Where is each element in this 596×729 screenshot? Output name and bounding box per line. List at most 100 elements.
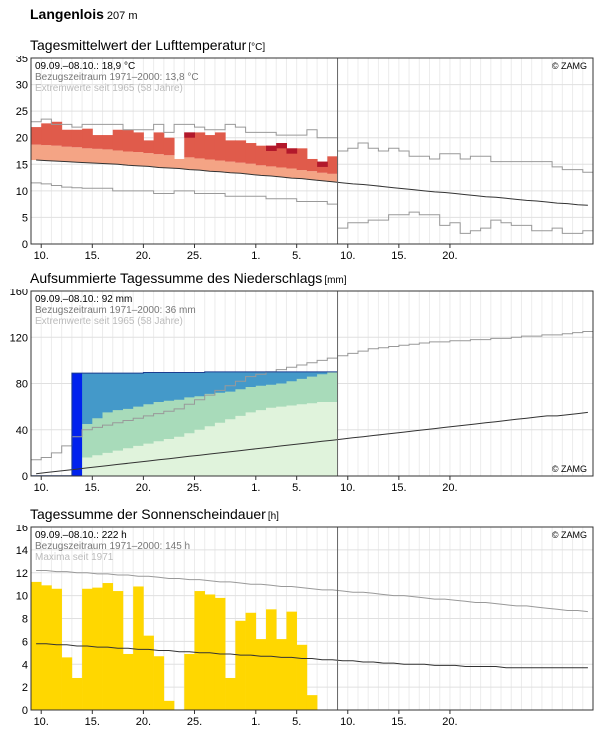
sunshine-bar [276, 639, 287, 710]
temperature-anomaly-strong-bar [112, 129, 124, 151]
copyright-label: © ZAMG [552, 464, 587, 474]
info-reference: Bezugszeitraum 1971–2000: 13,8 °C [35, 72, 199, 83]
precipitation-cumulative-line [31, 371, 338, 477]
temperature-anomaly-strong-bar [102, 135, 114, 150]
sunshine-title-text: Tagessumme der Sonnenscheindauer [30, 506, 266, 522]
x-tick-label: 20. [136, 482, 151, 494]
temperature-anomaly-strong-bar [143, 140, 155, 154]
temperature-anomaly-moderate-bar [235, 162, 247, 174]
sunshine-unit: [h] [267, 511, 279, 522]
temperature-anomaly-moderate-bar [245, 163, 257, 175]
sunshine-bar [71, 677, 83, 710]
x-tick-label: 20. [136, 716, 151, 727]
x-tick-label: 1. [251, 716, 260, 727]
sunshine-bar [51, 588, 62, 710]
y-tick-label: 12 [16, 568, 28, 580]
info-extremes: Extremwerte seit 1965 (58 Jahre) [35, 83, 183, 94]
temperature-anomaly-moderate-bar [153, 154, 165, 168]
x-tick-label: 15. [391, 482, 406, 494]
temperature-anomaly-strong-bar [71, 129, 83, 148]
y-tick-label: 2 [22, 682, 28, 694]
x-tick-label: 15. [391, 716, 406, 727]
sunshine-bar [235, 620, 246, 710]
sunshine-bar [245, 612, 257, 710]
temperature-anomaly-strong-bar [51, 121, 63, 146]
y-tick-label: 30 [16, 80, 28, 92]
temperature-anomaly-moderate-bar [286, 168, 298, 179]
temperature-anomaly-strong-bar [245, 143, 257, 164]
temperature-unit: [°C] [248, 42, 266, 53]
x-tick-label: 10. [340, 716, 355, 727]
temperature-normal-line [36, 159, 588, 206]
temperature-anomaly-strong-bar [82, 128, 93, 149]
sunshine-bar [255, 639, 267, 710]
temperature-anomaly-strong-bar [31, 127, 42, 145]
x-tick-label: 15. [85, 482, 100, 494]
sunshine-normal-line [36, 643, 588, 669]
x-tick-label: 20. [442, 716, 457, 727]
temperature-anomaly-strong-bar [286, 148, 298, 169]
temperature-anomaly-strong-bar [163, 137, 175, 156]
plot-frame [30, 57, 594, 245]
temperature-anomaly-strong-bar [194, 132, 206, 159]
x-tick-label: 15. [85, 250, 100, 262]
temperature-anomaly-moderate-bar [194, 158, 206, 171]
temperature-anomaly-moderate-bar [296, 170, 308, 179]
temperature-anomaly-strong-bar [225, 140, 236, 162]
y-tick-label: 10 [16, 591, 28, 603]
temperature-anomaly-moderate-bar [276, 167, 287, 178]
precipitation-unit: [mm] [324, 275, 347, 286]
temperature-extreme-max-line [31, 118, 593, 173]
y-tick-label: 35 [16, 56, 28, 65]
temperature-anomaly-moderate-bar [41, 145, 52, 161]
temperature-anomaly-strong-bar [214, 132, 226, 161]
temperature-record-marker [317, 161, 328, 167]
sunshine-bar [102, 583, 114, 710]
sunshine-bar [296, 644, 308, 710]
temperature-anomaly-strong-bar [133, 132, 144, 153]
copyright-label: © ZAMG [552, 530, 587, 540]
copyright-label: © ZAMG [552, 61, 587, 71]
station-header: Langenlois 207 m [30, 6, 137, 22]
x-tick-label: 10. [340, 250, 355, 262]
temperature-record-marker [184, 132, 195, 138]
sunshine-chart: 0 2 4 6 8 10 12 14 16 10. 15. 20. 25. 1. 5. 10. 15. 20. © … [16, 525, 594, 727]
temperature-anomaly-strong-bar [306, 158, 318, 172]
temperature-anomaly-moderate-bar [112, 150, 124, 165]
sunshine-maxima-line [36, 570, 588, 613]
temperature-anomaly-moderate-bar [174, 158, 185, 169]
sunshine-bar [225, 677, 236, 710]
info-extremes: Maxima seit 1971 [35, 552, 114, 563]
temperature-anomaly-moderate-bar [214, 160, 226, 172]
x-tick-label: 5. [292, 250, 301, 262]
temperature-anomaly-moderate-bar [255, 165, 267, 176]
x-tick-label: 20. [442, 250, 457, 262]
y-tick-label: 5 [22, 212, 28, 224]
temperature-anomaly-moderate-bar [102, 149, 114, 164]
temperature-anomaly-moderate-bar [61, 146, 73, 162]
temperature-anomaly-moderate-bar [317, 172, 328, 181]
temperature-anomaly-strong-bar [296, 148, 308, 171]
temperature-chart-title: Tagesmittelwert der Lufttemperatur [°C] [30, 37, 265, 53]
temperature-anomaly-moderate-bar [143, 153, 155, 167]
sunshine-bar [41, 585, 52, 710]
temperature-anomaly-moderate-bar [71, 147, 83, 163]
y-tick-label: 10 [16, 186, 28, 198]
precipitation-title-text: Aufsummierte Tagessumme des Niederschlag… [30, 270, 323, 286]
info-period: 09.09.–08.10.: 92 mm [35, 294, 132, 305]
sunshine-bar [184, 653, 195, 710]
x-tick-label: 15. [85, 716, 100, 727]
y-tick-label: 0 [22, 239, 28, 251]
sunshine-bar [133, 586, 144, 710]
temperature-anomaly-moderate-bar [184, 157, 195, 170]
x-tick-label: 25. [187, 482, 202, 494]
x-tick-label: 1. [251, 482, 260, 494]
plot-frame [30, 290, 594, 477]
x-tick-label: 10. [34, 250, 49, 262]
y-tick-label: 0 [22, 471, 28, 483]
temperature-anomaly-moderate-bar [122, 151, 134, 166]
temperature-anomaly-moderate-bar [327, 173, 339, 182]
y-tick-label: 80 [16, 379, 28, 391]
info-period: 09.09.–08.10.: 222 h [35, 530, 127, 541]
info-period: 09.09.–08.10.: 18,9 °C [35, 61, 135, 72]
